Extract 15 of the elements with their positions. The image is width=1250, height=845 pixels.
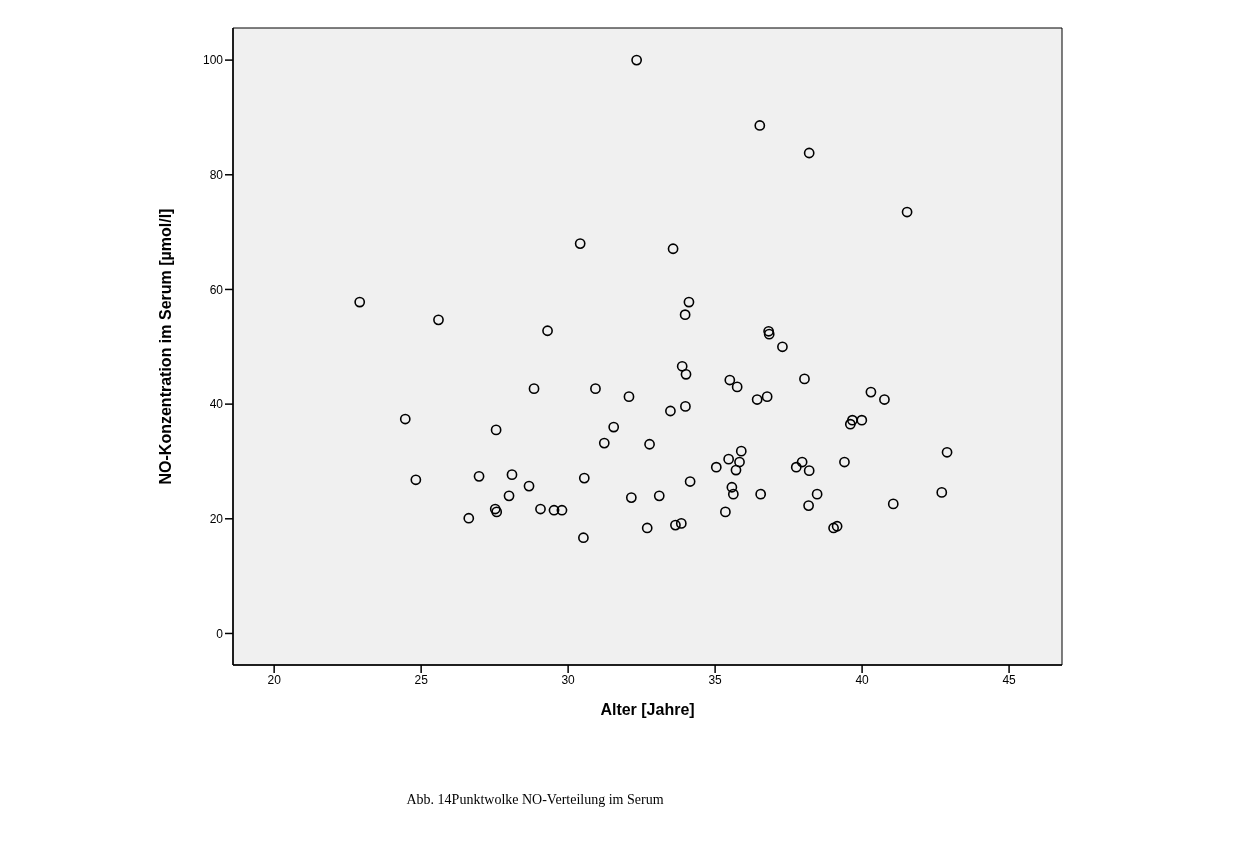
x-axis-title: Alter [Jahre]: [600, 701, 695, 718]
x-tick-label: 25: [414, 672, 429, 687]
y-tick-label: 40: [209, 397, 224, 412]
x-tick-label: 35: [708, 672, 723, 687]
y-axis-title: NO-Konzentration im Serum [µmol/l]: [156, 208, 174, 485]
x-tick-label: 30: [561, 672, 576, 687]
y-tick-label: 20: [209, 512, 224, 527]
y-tick-label: 100: [202, 53, 224, 68]
caption: Abb. 14Punktwolke NO-Verteilung im Serum: [405, 792, 665, 808]
y-tick-label: 0: [216, 626, 224, 641]
x-tick-label: 20: [267, 672, 282, 687]
x-tick-label: 45: [1002, 672, 1017, 687]
y-tick-label: 60: [209, 282, 224, 297]
y-tick-label: 80: [209, 168, 224, 183]
x-tick-label: 40: [855, 672, 870, 687]
